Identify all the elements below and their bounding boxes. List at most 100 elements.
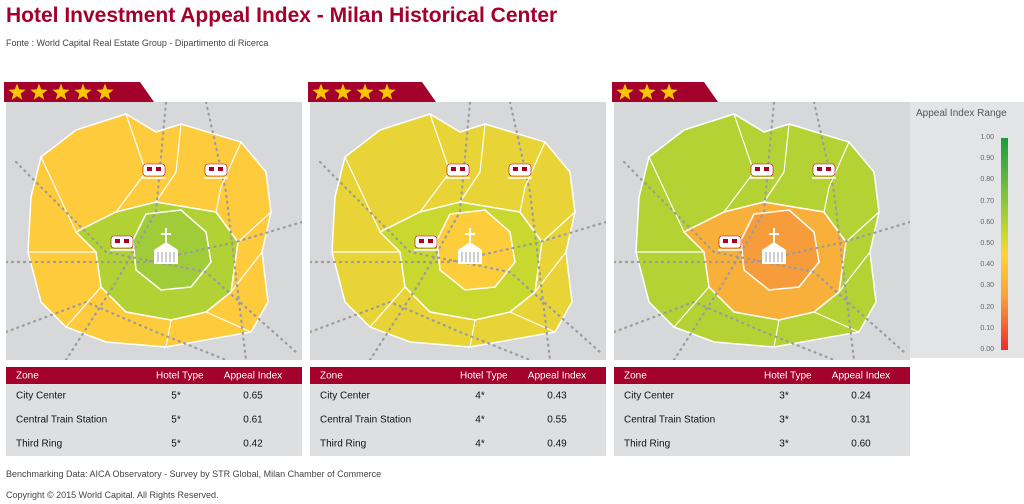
stars-ribbon	[4, 82, 154, 102]
cell-zone: Third Ring	[320, 438, 367, 450]
legend-tick: 0.40	[980, 261, 994, 269]
cathedral-icon	[762, 228, 786, 264]
cell-appeal-index: 0.42	[243, 438, 263, 450]
legend-tick: 0.30	[980, 282, 994, 290]
stars-ribbon	[612, 82, 718, 102]
table-header: Zone Hotel Type Appeal Index	[310, 367, 606, 384]
cell-appeal-index: 0.43	[547, 390, 567, 402]
stars-ribbon	[308, 82, 436, 102]
table-header: Zone Hotel Type Appeal Index	[6, 367, 302, 384]
panel-3-star: Zone Hotel Type Appeal Index City Center…	[612, 82, 910, 456]
district-map	[614, 102, 910, 360]
source-note: Fonte : World Capital Real Estate Group …	[6, 38, 269, 48]
header-zone: Zone	[624, 370, 647, 381]
legend-tick: 0.10	[980, 324, 994, 332]
cell-zone: City Center	[16, 390, 67, 402]
star-icon	[96, 83, 114, 100]
train-icon	[508, 163, 532, 179]
railway-lines	[6, 102, 302, 360]
star-icon	[8, 83, 26, 100]
benchmark-note: Benchmarking Data: AICA Observatory - Su…	[6, 469, 382, 479]
map-3-star	[614, 102, 910, 360]
cell-zone: City Center	[624, 390, 675, 402]
star-icon	[74, 83, 92, 100]
cathedral-icon	[154, 228, 178, 264]
train-icon	[750, 163, 774, 179]
cathedral-icon	[458, 228, 482, 264]
header-hotel-type: Hotel Type	[764, 370, 812, 381]
cell-appeal-index: 0.24	[851, 390, 871, 402]
train-icon	[142, 163, 166, 179]
legend-tick: 0.50	[980, 240, 994, 247]
train-icon	[414, 235, 438, 251]
star-icon	[334, 83, 352, 100]
header-zone: Zone	[16, 370, 39, 381]
data-table: Zone Hotel Type Appeal Index City Center…	[310, 367, 606, 456]
page-title: Hotel Investment Appeal Index - Milan Hi…	[6, 4, 558, 27]
cell-hotel-type: 3*	[779, 414, 789, 426]
ribbon-background	[308, 82, 436, 102]
header-hotel-type: Hotel Type	[156, 370, 204, 381]
header-zone: Zone	[320, 370, 343, 381]
panel-4-star: Zone Hotel Type Appeal Index City Center…	[308, 82, 606, 456]
district-map	[6, 102, 302, 360]
table-header: Zone Hotel Type Appeal Index	[614, 367, 910, 384]
railway-lines	[310, 102, 606, 360]
legend-color-bar	[1001, 138, 1008, 350]
legend-tick: 0.20	[980, 303, 994, 311]
star-icon	[378, 83, 396, 100]
train-icon	[812, 163, 836, 179]
cell-hotel-type: 4*	[475, 438, 485, 450]
legend-tick: 0.70	[980, 197, 994, 205]
header-appeal-index: Appeal Index	[223, 370, 283, 381]
table-row: City Center 5* 0.65	[6, 384, 302, 408]
train-icon	[204, 163, 228, 179]
star-icon	[660, 83, 678, 100]
cell-zone: Central Train Station	[320, 414, 412, 426]
cell-hotel-type: 4*	[475, 414, 485, 426]
cell-hotel-type: 4*	[475, 390, 485, 402]
color-legend: Appeal Index Range 1.00 0.90 0.80 0.70 0.60 0…	[910, 102, 1024, 358]
cell-appeal-index: 0.60	[851, 438, 871, 450]
table-row: Third Ring 5* 0.42	[6, 432, 302, 456]
cell-hotel-type: 3*	[779, 390, 789, 402]
legend-tick: 1.00	[980, 134, 994, 141]
legend-tick: 0.00	[980, 346, 994, 353]
cell-appeal-index: 0.55	[547, 414, 567, 426]
star-icon	[30, 83, 48, 100]
table-row: City Center 3* 0.24	[614, 384, 910, 408]
table-row: Central Train Station 4* 0.55	[310, 408, 606, 432]
cell-appeal-index: 0.49	[547, 438, 567, 450]
star-icon	[638, 83, 656, 100]
table-row: City Center 4* 0.43	[310, 384, 606, 408]
table-row: Central Train Station 5* 0.61	[6, 408, 302, 432]
star-icon	[616, 83, 634, 100]
data-table: Zone Hotel Type Appeal Index City Center…	[6, 367, 302, 456]
train-icon	[110, 235, 134, 251]
cell-zone: Central Train Station	[624, 414, 716, 426]
cell-appeal-index: 0.31	[851, 414, 871, 426]
legend-tick: 0.90	[980, 155, 994, 163]
cell-appeal-index: 0.65	[243, 390, 263, 402]
cell-appeal-index: 0.61	[243, 414, 263, 426]
star-icon	[356, 83, 374, 100]
map-5-star	[6, 102, 302, 360]
cell-zone: Third Ring	[624, 438, 671, 450]
header-hotel-type: Hotel Type	[460, 370, 508, 381]
cell-zone: Central Train Station	[16, 414, 108, 426]
legend-tick: 0.60	[980, 218, 994, 226]
map-4-star	[310, 102, 606, 360]
cell-zone: Third Ring	[16, 438, 63, 450]
district-map	[310, 102, 606, 360]
copyright: Copyright © 2015 World Capital. All Righ…	[6, 490, 219, 500]
table-row: Central Train Station 3* 0.31	[614, 408, 910, 432]
panel-5-star: Zone Hotel Type Appeal Index City Center…	[4, 82, 302, 456]
header-appeal-index: Appeal Index	[831, 370, 891, 381]
train-icon	[446, 163, 470, 179]
star-icon	[312, 83, 330, 100]
table-row: Third Ring 4* 0.49	[310, 432, 606, 456]
train-icon	[718, 235, 742, 251]
cell-zone: City Center	[320, 390, 371, 402]
data-table: Zone Hotel Type Appeal Index City Center…	[614, 367, 910, 456]
legend-tick: 0.80	[980, 176, 994, 184]
